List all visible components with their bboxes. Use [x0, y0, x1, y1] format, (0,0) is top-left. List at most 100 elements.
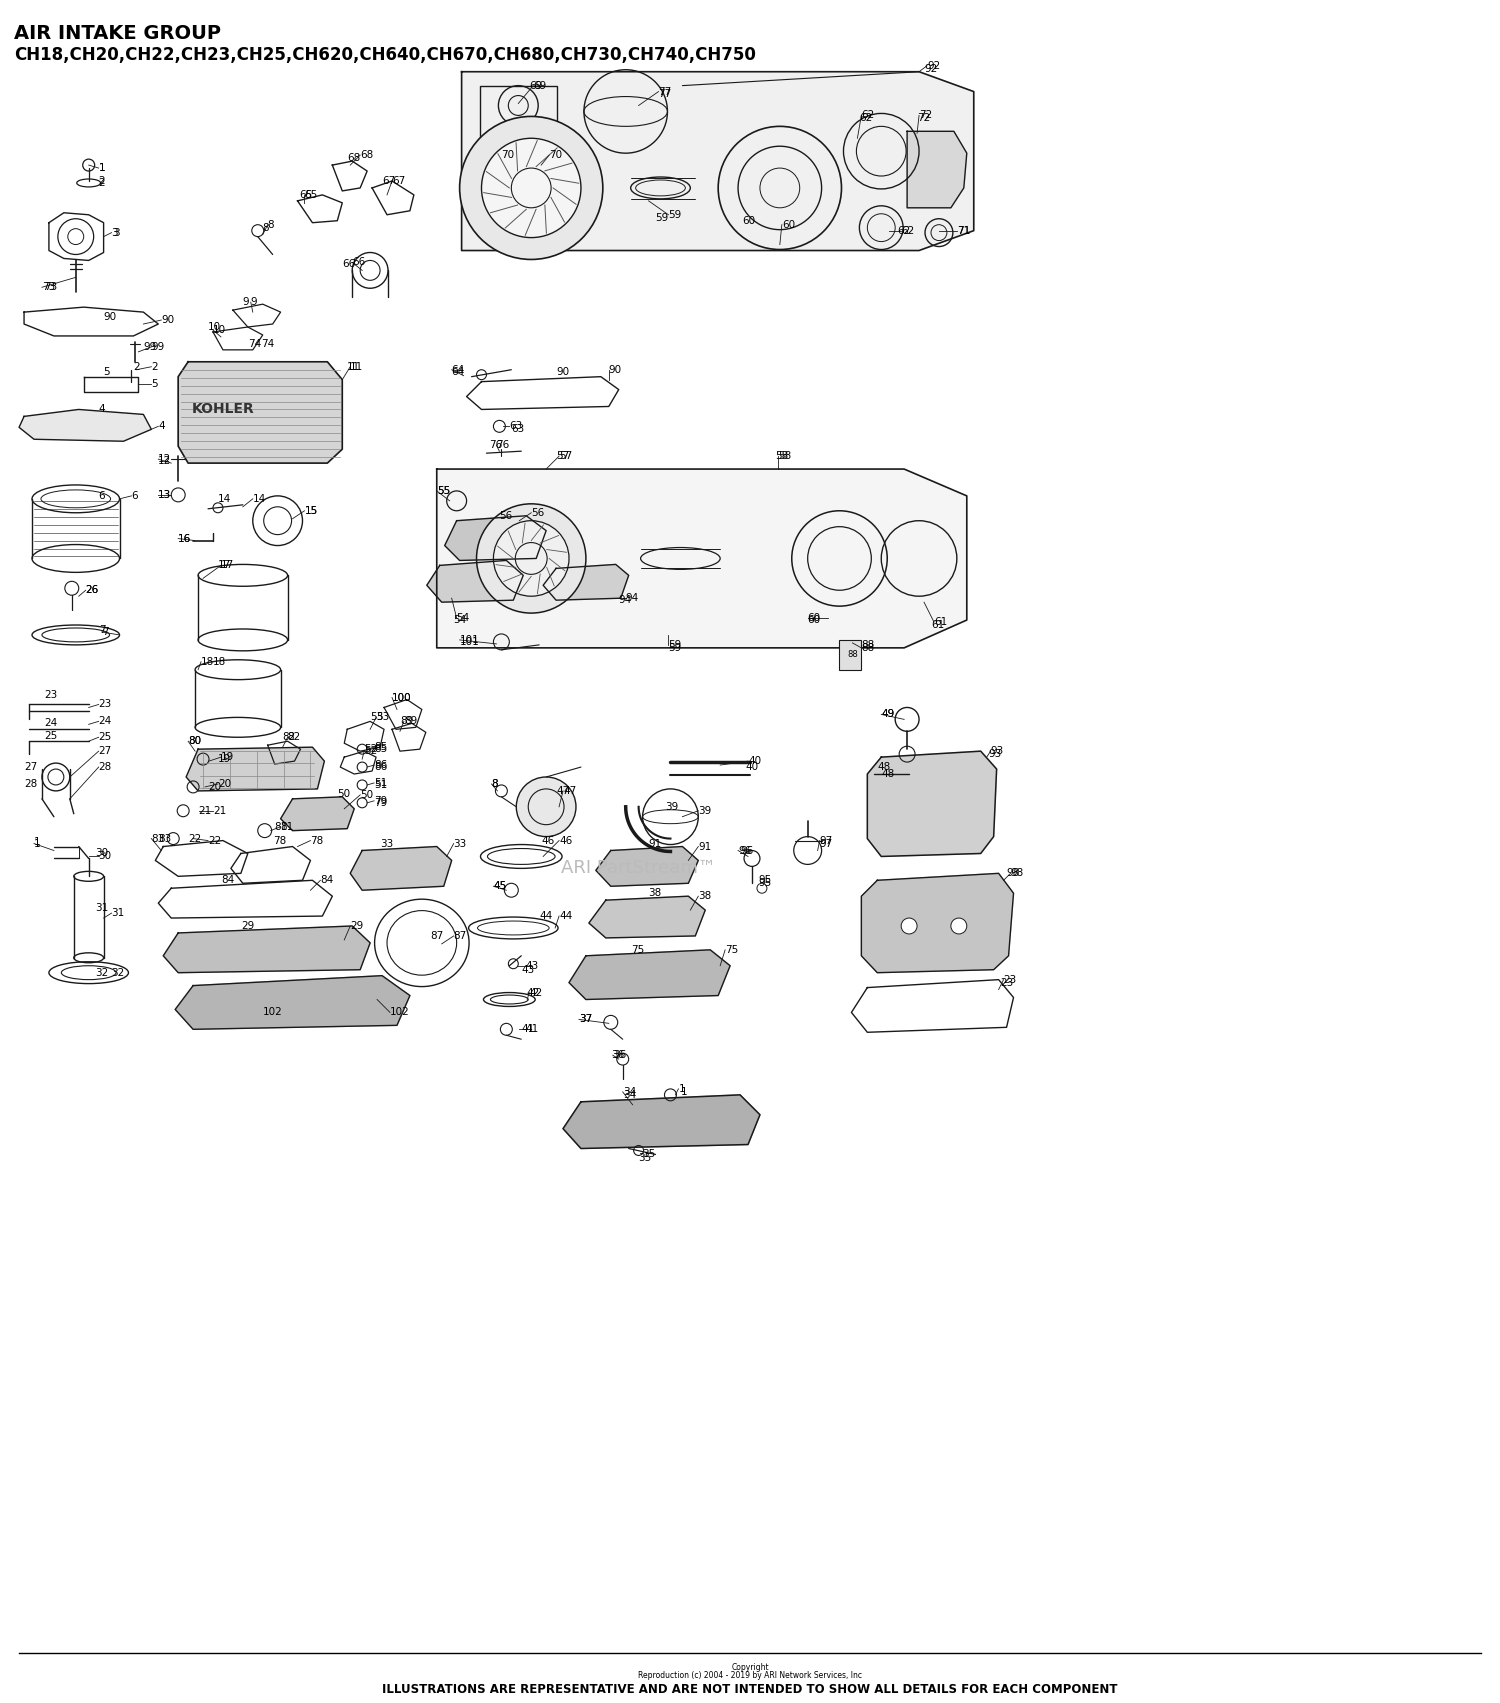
Polygon shape — [164, 926, 370, 972]
Text: 63: 63 — [512, 424, 525, 434]
Text: 93: 93 — [988, 749, 1002, 760]
Text: 60: 60 — [807, 615, 820, 625]
Text: 8: 8 — [492, 778, 498, 788]
Text: CH18,CH20,CH22,CH23,CH25,CH620,CH640,CH670,CH680,CH730,CH740,CH750: CH18,CH20,CH22,CH23,CH25,CH620,CH640,CH6… — [13, 46, 756, 65]
Polygon shape — [427, 560, 524, 603]
Text: 78: 78 — [273, 836, 286, 846]
Polygon shape — [908, 131, 968, 208]
Text: 45: 45 — [494, 880, 507, 891]
Text: 28: 28 — [24, 778, 38, 788]
Text: 87: 87 — [430, 932, 442, 942]
Text: 37: 37 — [579, 1015, 592, 1025]
Circle shape — [902, 918, 916, 933]
Text: 77: 77 — [658, 89, 672, 99]
Text: 52: 52 — [364, 746, 378, 756]
Text: 29: 29 — [350, 921, 363, 932]
Text: 12: 12 — [159, 456, 171, 467]
Text: 42: 42 — [526, 988, 540, 998]
Text: 80: 80 — [188, 736, 201, 746]
Polygon shape — [176, 976, 410, 1029]
Text: 60: 60 — [742, 216, 754, 226]
Text: 97: 97 — [819, 836, 833, 846]
Text: AIR INTAKE GROUP: AIR INTAKE GROUP — [13, 24, 220, 43]
Text: 22: 22 — [188, 833, 201, 843]
Polygon shape — [20, 409, 152, 441]
Text: KOHLER: KOHLER — [192, 402, 255, 417]
Text: 12: 12 — [159, 455, 171, 465]
Text: 67: 67 — [382, 175, 396, 186]
Text: 94: 94 — [618, 594, 632, 605]
Text: 19: 19 — [217, 754, 231, 765]
Text: 82: 82 — [282, 732, 296, 743]
Text: 3: 3 — [111, 228, 118, 238]
Text: 90: 90 — [556, 366, 568, 376]
Text: 42: 42 — [530, 988, 543, 998]
Text: 36: 36 — [614, 1051, 626, 1061]
Text: 49: 49 — [882, 710, 894, 719]
Text: 58: 58 — [776, 451, 788, 462]
Text: 16: 16 — [178, 533, 192, 543]
Text: 96: 96 — [740, 845, 753, 855]
Circle shape — [951, 918, 968, 933]
Text: 53: 53 — [376, 712, 390, 722]
Text: 83: 83 — [152, 833, 165, 843]
Text: 36: 36 — [610, 1051, 624, 1061]
Text: 59: 59 — [656, 213, 669, 223]
Text: 46: 46 — [560, 836, 573, 846]
Text: 6: 6 — [132, 490, 138, 501]
Polygon shape — [444, 516, 546, 560]
Text: 54: 54 — [453, 615, 466, 625]
Text: 31: 31 — [111, 908, 125, 918]
Text: 98: 98 — [1007, 869, 1020, 879]
Text: 20: 20 — [217, 778, 231, 788]
Text: ARI PartStream™: ARI PartStream™ — [561, 860, 716, 877]
Text: 24: 24 — [99, 717, 112, 727]
Text: 8: 8 — [492, 778, 498, 788]
Text: 90: 90 — [609, 364, 622, 375]
Text: 80: 80 — [188, 736, 201, 746]
Text: 75: 75 — [630, 945, 644, 955]
Text: 66: 66 — [352, 257, 366, 267]
Text: 44: 44 — [538, 911, 552, 921]
Text: 58: 58 — [778, 451, 790, 462]
Text: 9: 9 — [251, 296, 258, 307]
Polygon shape — [178, 361, 342, 463]
Text: 88: 88 — [847, 651, 858, 659]
Text: 34: 34 — [622, 1087, 636, 1097]
Text: 26: 26 — [86, 586, 99, 596]
Text: 22: 22 — [209, 836, 222, 846]
Polygon shape — [350, 846, 452, 891]
Text: 16: 16 — [178, 533, 192, 543]
Text: 93: 93 — [990, 746, 1004, 756]
Text: 72: 72 — [916, 114, 930, 123]
Text: 43: 43 — [522, 964, 534, 974]
Text: 55: 55 — [436, 485, 450, 496]
Text: 38: 38 — [648, 889, 662, 897]
Text: 40: 40 — [748, 756, 760, 766]
Text: 2: 2 — [152, 361, 157, 371]
Text: 90: 90 — [162, 315, 174, 325]
Text: 73: 73 — [42, 283, 56, 293]
Text: 90: 90 — [104, 312, 117, 322]
Text: 73: 73 — [44, 283, 57, 293]
Text: 61: 61 — [932, 620, 944, 630]
Text: 47: 47 — [562, 785, 576, 795]
Text: 55: 55 — [436, 485, 450, 496]
Text: 56: 56 — [531, 507, 544, 518]
Text: 50: 50 — [338, 788, 351, 799]
Text: 81: 81 — [274, 821, 288, 831]
Text: 59: 59 — [669, 642, 681, 652]
Text: 27: 27 — [24, 761, 38, 771]
Circle shape — [516, 777, 576, 836]
Text: 98: 98 — [1011, 869, 1025, 879]
Text: 71: 71 — [957, 226, 970, 235]
Circle shape — [494, 521, 568, 596]
Text: 13: 13 — [159, 490, 171, 501]
Text: 86: 86 — [374, 760, 387, 770]
Text: 25: 25 — [99, 732, 112, 743]
Text: 89: 89 — [404, 717, 417, 727]
Text: 4: 4 — [99, 404, 105, 414]
Text: 18: 18 — [201, 657, 214, 668]
Text: 88: 88 — [861, 642, 874, 652]
Text: 84: 84 — [220, 875, 234, 886]
